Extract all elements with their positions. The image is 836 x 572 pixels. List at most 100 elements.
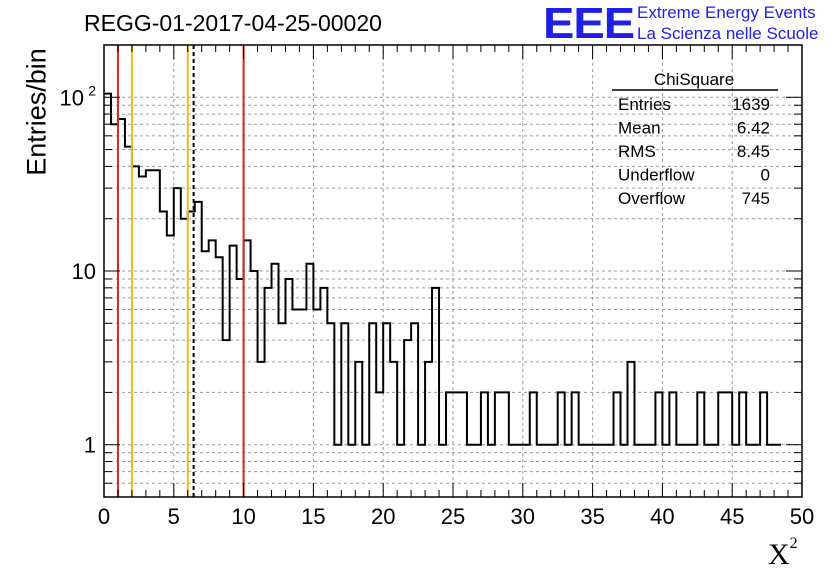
histogram-bin <box>230 246 237 497</box>
histogram-bin <box>369 323 376 497</box>
histogram-bin <box>160 212 167 497</box>
histogram-bin <box>272 264 279 497</box>
y-tick-label-sup: 2 <box>88 82 96 98</box>
histogram-bin <box>586 445 593 497</box>
histogram-bin <box>348 445 355 497</box>
x-tick-label: 10 <box>231 504 255 529</box>
histogram-bin <box>425 362 432 497</box>
histogram-bin <box>195 202 202 497</box>
histogram-bin <box>292 310 299 497</box>
histogram-bin <box>383 323 390 497</box>
histogram-bin <box>648 445 655 497</box>
histogram-bin <box>579 445 586 497</box>
x-tick-label: 40 <box>650 504 674 529</box>
histogram-bin <box>390 362 397 497</box>
stats-title: ChiSquare <box>654 70 734 89</box>
histogram-bin <box>753 445 760 497</box>
y-tick-label: 10 <box>60 85 84 110</box>
histogram-bin <box>544 445 551 497</box>
stats-row-value: 0 <box>761 166 770 185</box>
eee-logo: EEE <box>543 0 635 48</box>
histogram-bin <box>551 445 558 497</box>
x-axis-label-sup: 2 <box>789 535 798 552</box>
histogram-bin <box>279 323 286 497</box>
histogram-bin <box>334 445 341 497</box>
stats-row-label: Overflow <box>618 189 686 208</box>
histogram-bin <box>202 251 209 497</box>
histogram-bin <box>725 392 732 497</box>
histogram-bin <box>223 340 230 497</box>
stats-row-value: 745 <box>742 189 770 208</box>
histogram-bin <box>628 362 635 497</box>
histogram-bin <box>607 445 614 497</box>
x-tick-label: 30 <box>511 504 535 529</box>
histogram-bin <box>432 288 439 497</box>
histogram-bin <box>621 445 628 497</box>
histogram-bin <box>767 445 774 497</box>
stats-row-label: Mean <box>618 119 661 138</box>
histogram-bin <box>760 392 767 497</box>
histogram-bin <box>209 240 216 497</box>
page-title: REGG-01-2017-04-25-00020 <box>84 10 382 36</box>
x-axis-label: X2 <box>768 535 798 572</box>
histogram-bin <box>460 392 467 497</box>
histogram-bin <box>258 362 265 497</box>
histogram-bin <box>530 392 537 497</box>
stats-row-label: Entries <box>618 95 671 114</box>
histogram-bin <box>411 323 418 497</box>
histogram-bin <box>111 124 118 497</box>
histogram-bin <box>404 340 411 497</box>
histogram-bin <box>251 271 258 497</box>
histogram-bin <box>244 240 251 497</box>
histogram-bin <box>341 323 348 497</box>
histogram-bin <box>446 392 453 497</box>
histogram-bin <box>139 176 146 497</box>
histogram-bin <box>683 445 690 497</box>
histogram-bin <box>676 445 683 497</box>
x-tick-label: 20 <box>371 504 395 529</box>
y-tick-label: 10 <box>72 259 96 284</box>
histogram-bin <box>153 170 160 497</box>
x-axis-label-base: X <box>768 538 790 571</box>
histogram-bin <box>285 279 292 497</box>
histogram-bin <box>509 445 516 497</box>
x-tick-label: 0 <box>98 504 110 529</box>
x-tick-label: 50 <box>790 504 814 529</box>
histogram-bin <box>439 445 446 497</box>
x-tick-label: 15 <box>301 504 325 529</box>
histogram-bin <box>481 392 488 497</box>
histogram-bin <box>690 445 697 497</box>
histogram-bin <box>181 219 188 497</box>
histogram-series <box>104 92 782 446</box>
histogram-bin <box>174 188 181 497</box>
histogram-bin <box>132 166 139 497</box>
histogram-bin <box>474 445 481 497</box>
x-tick-label: 5 <box>168 504 180 529</box>
histogram-bin <box>746 445 753 497</box>
histogram-bin <box>320 288 327 497</box>
histogram-bin <box>600 445 607 497</box>
logo-line-2: La Scienza nelle Scuole <box>637 24 819 43</box>
histogram-bin <box>732 445 739 497</box>
histogram-bin <box>537 445 544 497</box>
histogram-bin <box>739 392 746 497</box>
x-tick-label: 45 <box>720 504 744 529</box>
histogram-bin <box>327 323 334 497</box>
histogram-bin <box>376 392 383 497</box>
y-tick-label: 1 <box>84 433 96 458</box>
histogram-bin <box>572 392 579 497</box>
histogram-bin <box>118 119 125 497</box>
histogram-bin <box>418 445 425 497</box>
stats-row-value: 8.45 <box>737 142 770 161</box>
histogram-bin <box>495 392 502 497</box>
histogram-bin <box>523 445 530 497</box>
stats-row-label: RMS <box>618 142 656 161</box>
histogram-bin <box>313 310 320 497</box>
histogram-bin <box>397 445 404 497</box>
histogram-bin <box>697 392 704 497</box>
histogram-bin <box>125 147 132 497</box>
stats-row-value: 6.42 <box>737 119 770 138</box>
histogram-bin <box>467 445 474 497</box>
